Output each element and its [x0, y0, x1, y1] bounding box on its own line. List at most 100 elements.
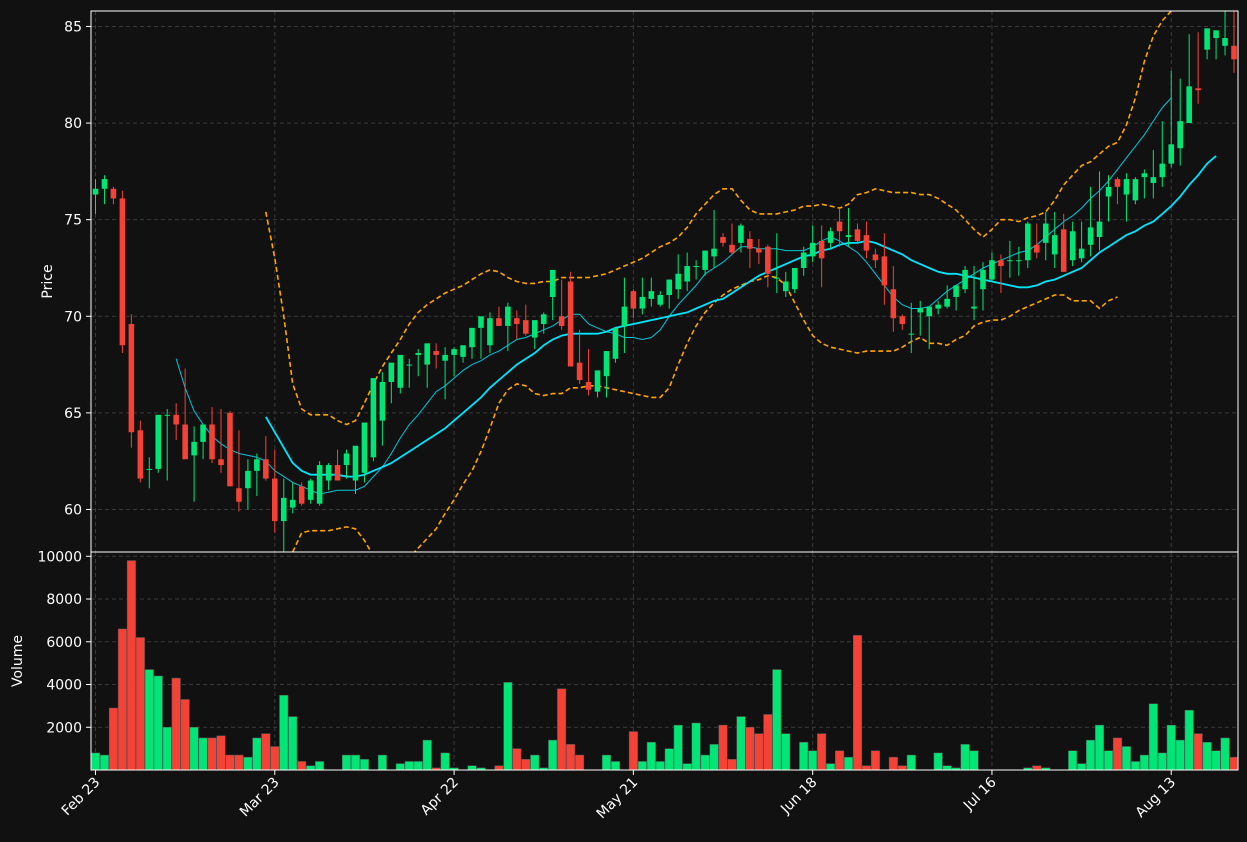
volume-bar [171, 677, 181, 770]
volume-bar [852, 635, 862, 770]
volume-bar [933, 752, 943, 770]
candle-body [567, 281, 574, 367]
candle-body [1213, 30, 1219, 39]
candle-body [1051, 235, 1058, 255]
candle-body [164, 414, 170, 416]
volume-bar [1095, 724, 1105, 770]
candle-body [1159, 163, 1166, 178]
volume-bar [628, 731, 638, 770]
candle-body [505, 306, 511, 326]
volume-bar [359, 759, 369, 770]
volume-bar [503, 682, 513, 770]
upper-band-line [265, 11, 1172, 426]
candle-body [128, 324, 135, 433]
candle-body [1141, 173, 1148, 178]
candle-body [881, 256, 888, 286]
candle-body [648, 291, 655, 299]
volume-bar [781, 733, 791, 770]
volume-bar [306, 765, 316, 770]
volume-bar [180, 699, 190, 770]
candle-body [487, 318, 493, 346]
volume-bar [601, 754, 611, 770]
candle-body [935, 304, 941, 309]
volume-bar [566, 744, 576, 770]
candle-body [971, 306, 977, 309]
volume-bar [297, 761, 307, 770]
candle-body [173, 414, 179, 425]
candle-body [1204, 28, 1210, 50]
volume-bar [216, 735, 226, 770]
price-tick-label: 70 [64, 309, 82, 325]
candle-body [621, 306, 628, 326]
candle-body [1096, 221, 1103, 238]
volume-bar [395, 763, 405, 770]
candle-body [899, 316, 906, 325]
price-tick-label: 60 [64, 502, 82, 518]
candle-body [1222, 38, 1228, 46]
volume-bar [888, 756, 898, 770]
candle-body [657, 295, 664, 305]
candle-body [782, 281, 789, 292]
volume-bar [404, 761, 414, 770]
candle-body [702, 250, 708, 270]
candle-body [1060, 229, 1067, 272]
volume-bar [288, 716, 298, 770]
candle-body [478, 316, 484, 328]
volume-bar [225, 754, 235, 770]
volume-bar [673, 724, 683, 770]
volume-bar [1139, 754, 1149, 770]
candle-body [917, 308, 924, 313]
candle-body [675, 273, 681, 290]
volume-bar [243, 756, 253, 770]
volume-bar [108, 707, 118, 770]
candle-body [352, 445, 359, 481]
candle-body [119, 198, 126, 346]
candle-body [200, 424, 206, 442]
candle-body [1105, 186, 1112, 197]
candle-body [558, 316, 565, 326]
volume-bar [655, 761, 665, 770]
candle-body [1078, 248, 1085, 259]
candle-body [549, 269, 556, 297]
candle-body [747, 238, 753, 249]
candle-body [1114, 179, 1121, 187]
candle-body [406, 364, 413, 366]
candle-body [1034, 244, 1040, 253]
candle-body [361, 422, 368, 473]
candle-body [254, 459, 260, 471]
candle-body [693, 266, 699, 268]
candle-body [1132, 179, 1139, 201]
volume-bar [270, 746, 280, 770]
candle-body [191, 441, 197, 456]
volume-tick-label: 4000 [46, 678, 82, 694]
candle-body [1007, 260, 1013, 262]
candle-body [756, 248, 762, 253]
price-tick-label: 65 [64, 406, 82, 422]
volume-bar [1157, 752, 1167, 770]
volume-bar [682, 763, 692, 770]
candle-body [433, 351, 439, 355]
candle-body [289, 499, 296, 508]
volume-bar [727, 759, 737, 770]
candle-body [540, 314, 547, 325]
volume-bar [870, 750, 880, 770]
candle-body [370, 378, 377, 458]
candle-body [1025, 223, 1031, 261]
volume-bar [664, 748, 674, 770]
moving-averages [175, 97, 1217, 495]
volume-bar [377, 754, 387, 770]
candle-body [1150, 177, 1157, 183]
candle-body [263, 459, 269, 479]
candle-body [182, 424, 188, 460]
volume-bar [861, 765, 871, 770]
candle-body [155, 414, 162, 469]
candle-body [720, 237, 726, 243]
candle-body [603, 351, 610, 377]
volume-bar [117, 628, 127, 770]
candle-body [316, 465, 323, 504]
lower-band-line [291, 274, 1118, 552]
volume-bar [1068, 750, 1078, 770]
candle-body [397, 354, 404, 388]
volume-bar [610, 761, 620, 770]
